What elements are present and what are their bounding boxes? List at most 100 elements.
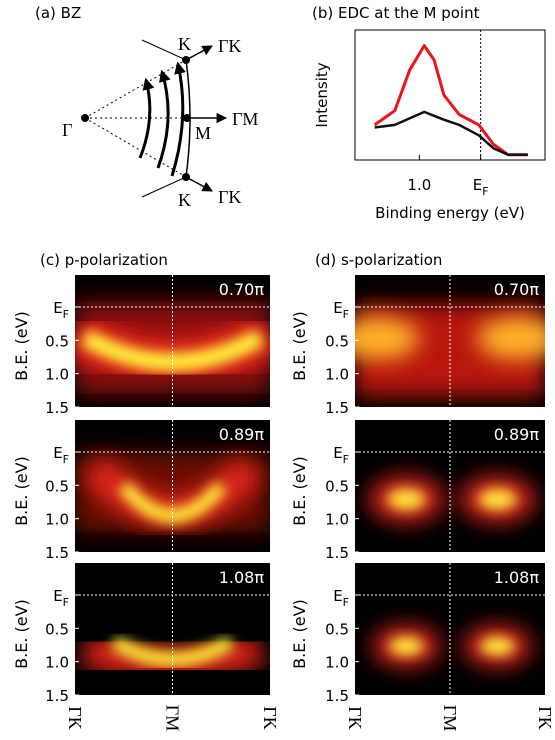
y-tick-label: 1.5 — [325, 399, 349, 417]
direction-line — [141, 176, 187, 198]
y-tick-label-main: E — [333, 299, 342, 317]
curved-arrow — [156, 69, 171, 169]
angle-label: 1.08π — [219, 568, 265, 587]
spot — [478, 488, 517, 510]
y-tick-label-main: 1.0 — [45, 654, 69, 672]
x-axis-label: Binding energy (eV) — [375, 204, 525, 222]
point — [81, 114, 89, 122]
point-label: K — [178, 190, 191, 210]
direction-arrow — [185, 176, 213, 192]
y-tick-label: EF — [53, 299, 69, 321]
x-tick-label: ΓK — [345, 706, 365, 729]
y-tick-label: 1.0 — [45, 511, 69, 529]
y-tick-label: EF — [333, 444, 349, 466]
y-tick-label-main: E — [53, 299, 62, 317]
y-tick-label: 1.0 — [45, 366, 69, 384]
point — [183, 114, 191, 122]
y-tick-label-main: 1.0 — [45, 511, 69, 529]
y-axis-label: B.E. (eV) — [12, 456, 31, 526]
x-tick-label: ΓK — [535, 706, 555, 729]
y-tick-label: EF — [333, 299, 349, 321]
y-axis-label: B.E. (eV) — [290, 599, 309, 669]
y-tick-label: 1.0 — [325, 366, 349, 384]
band — [118, 481, 227, 523]
panel-label: (d) s-polarization — [315, 251, 442, 269]
y-axis-label: B.E. (eV) — [12, 311, 31, 381]
curved-arrow — [170, 61, 186, 177]
y-axis-label: Intensity — [313, 62, 331, 127]
point — [182, 56, 190, 64]
x-tick-label-sub: F — [482, 185, 488, 198]
y-tick-label: 0.5 — [325, 332, 349, 350]
y-tick-label-sub: F — [63, 596, 69, 609]
y-tick-label: 1.5 — [45, 399, 69, 417]
spot — [389, 636, 424, 656]
angle-label: 0.89π — [494, 425, 540, 444]
angle-label: 0.70π — [494, 280, 540, 299]
point-label: Γ — [62, 120, 72, 140]
y-tick-label: 1.0 — [325, 654, 349, 672]
x-tick-label-main: 1.0 — [407, 176, 431, 194]
panel-label: (c) p-polarization — [40, 251, 168, 269]
direction-label: ΓK — [218, 36, 241, 56]
point-label: M — [195, 123, 211, 143]
angle-label: 1.08π — [494, 568, 540, 587]
y-tick-label: EF — [53, 444, 69, 466]
chart-title: (b) EDC at the M point — [312, 4, 480, 22]
y-tick-label: 1.0 — [45, 654, 69, 672]
y-tick-label-main: 1.0 — [325, 366, 349, 384]
y-tick-label: 1.5 — [45, 544, 69, 562]
dotted-line — [84, 59, 187, 119]
direction-label: ΓK — [218, 187, 241, 207]
spot — [476, 317, 545, 360]
dotted-line — [84, 117, 187, 178]
data-line — [373, 44, 528, 157]
y-tick-label: 1.0 — [325, 511, 349, 529]
y-axis-label: B.E. (eV) — [290, 311, 309, 381]
x-tick-label: ΓK — [260, 706, 280, 729]
y-tick-label: 0.5 — [325, 620, 349, 638]
plot-frame — [354, 29, 546, 161]
y-tick-label-main: 1.0 — [325, 511, 349, 529]
y-tick-label-main: E — [53, 444, 62, 462]
panel-label: (a) BZ — [35, 4, 81, 22]
x-tick-label: 1.0 — [407, 176, 431, 194]
y-tick-label-sub: F — [63, 308, 69, 321]
spot — [387, 488, 426, 510]
y-tick-label-main: E — [333, 587, 342, 605]
data-line — [374, 110, 528, 157]
y-tick-label-main: 1.0 — [45, 366, 69, 384]
y-tick-label-main: E — [53, 587, 62, 605]
x-tick-label-main: E — [473, 176, 482, 194]
point-label: K — [178, 34, 191, 54]
y-tick-label: 1.5 — [325, 687, 349, 705]
x-tick-label: ΓM — [163, 705, 183, 731]
y-tick-label-sub: F — [343, 453, 349, 466]
y-tick-label: 1.5 — [325, 544, 349, 562]
direction-arrow — [185, 45, 213, 61]
bz-diagram: (a) BZ Γ M K K ΓK ΓM ΓK — [35, 4, 258, 210]
direction-label: ΓM — [232, 109, 258, 129]
curved-arrow — [138, 77, 155, 159]
y-tick-label-sub: F — [343, 308, 349, 321]
y-tick-label: 0.5 — [45, 620, 69, 638]
x-tick-label: ΓM — [440, 705, 460, 731]
band — [80, 329, 265, 372]
y-tick-label-main: E — [333, 444, 342, 462]
angle-label: 0.89π — [219, 425, 265, 444]
x-tick-label: ΓK — [65, 706, 85, 729]
y-tick-label: EF — [53, 587, 69, 609]
y-tick-label-sub: F — [63, 453, 69, 466]
x-tick-label: EF — [473, 176, 489, 198]
point — [182, 173, 190, 181]
y-tick-label: 0.5 — [45, 332, 69, 350]
y-tick-label: 0.5 — [325, 477, 349, 495]
y-tick-label: 1.5 — [45, 687, 69, 705]
angle-label: 0.70π — [219, 280, 265, 299]
direction-line — [141, 39, 187, 61]
y-tick-label: 0.5 — [45, 477, 69, 495]
spot — [480, 636, 515, 656]
y-axis-label: B.E. (eV) — [12, 599, 31, 669]
y-tick-label: EF — [333, 587, 349, 609]
